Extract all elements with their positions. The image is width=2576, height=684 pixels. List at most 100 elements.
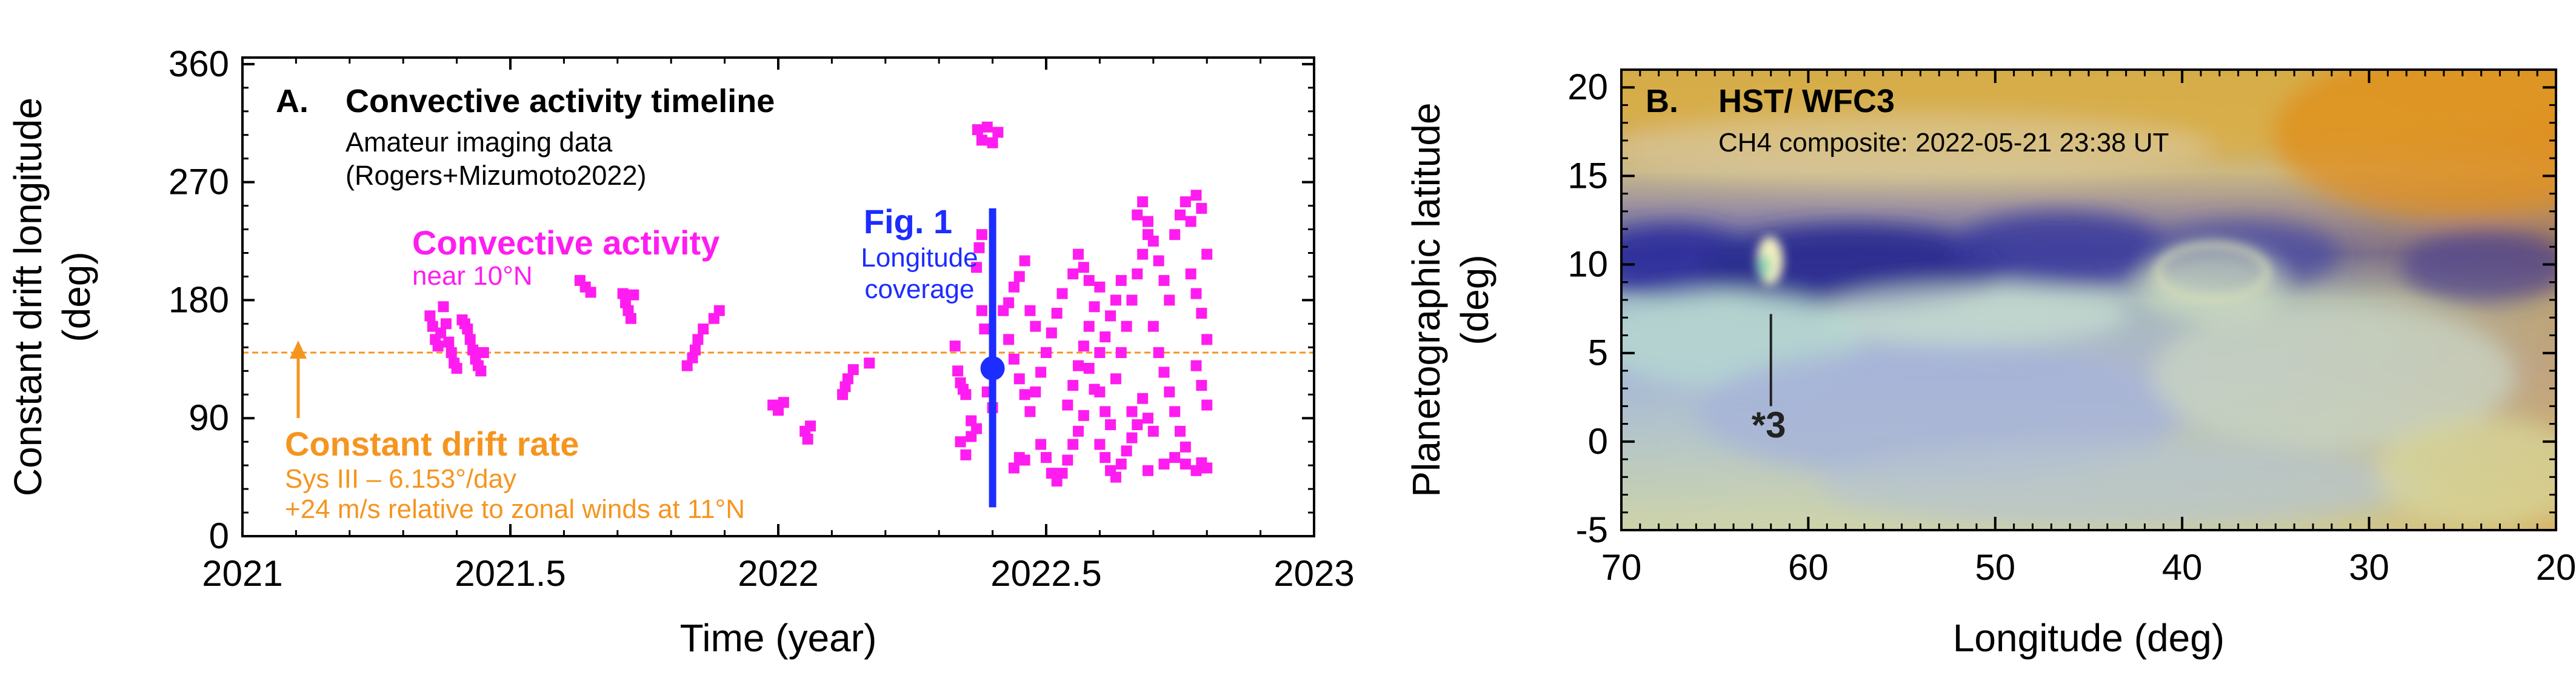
panel-a-point bbox=[1169, 229, 1181, 241]
panel-a-point bbox=[1110, 471, 1121, 483]
panel-a-point bbox=[1175, 209, 1186, 221]
panel-b-ylabel: Planetographic latitude (deg) bbox=[1404, 102, 1497, 497]
panel-a-point bbox=[689, 344, 701, 356]
panel-a-frame bbox=[241, 56, 1315, 537]
panel-a-point bbox=[1008, 281, 1019, 293]
panel-a-point bbox=[1099, 406, 1111, 417]
panel-a-point bbox=[1030, 320, 1041, 332]
panel-a-series-sublabel: near 10°N bbox=[412, 261, 533, 291]
panel-a-point bbox=[1046, 327, 1057, 339]
panel-a-point bbox=[1115, 458, 1127, 470]
panel-a-point bbox=[971, 423, 983, 434]
panel-a-point bbox=[973, 242, 985, 253]
panel-a-point bbox=[802, 433, 813, 445]
panel-a-point bbox=[1132, 419, 1143, 431]
panel-a-point bbox=[842, 373, 853, 385]
panel-a-point bbox=[971, 262, 983, 273]
panel-a-point bbox=[1121, 320, 1132, 332]
panel-a-point bbox=[464, 334, 476, 345]
panel-a-point bbox=[987, 137, 998, 148]
panel-a-point bbox=[1147, 425, 1159, 437]
panel-b: 70 60 50 40 30 20 -5 0 5 10 15 20 B. HST/ WFC3 CH4 … bbox=[1404, 67, 2576, 660]
panel-a-point bbox=[1147, 320, 1159, 332]
panel-a-point bbox=[1142, 413, 1153, 424]
panel-a-point bbox=[1142, 216, 1153, 227]
panel-a-point bbox=[1185, 216, 1196, 227]
panel-b-label: B. bbox=[1646, 83, 1678, 119]
panel-a-point bbox=[1137, 196, 1149, 208]
panel-a-point bbox=[1126, 406, 1138, 417]
panel-a-point bbox=[625, 313, 636, 324]
panel-a-subtitle-1: Amateur imaging data bbox=[345, 127, 613, 158]
panel-a-point bbox=[1201, 462, 1213, 474]
panel-b-title: HST/ WFC3 bbox=[1718, 83, 1895, 119]
panel-a-point bbox=[1190, 360, 1202, 371]
panel-a-point bbox=[424, 310, 436, 322]
panel-a-point bbox=[1153, 255, 1164, 267]
panel-a-point bbox=[1126, 294, 1138, 306]
panel-a-point bbox=[960, 449, 972, 460]
panel-a-point bbox=[960, 389, 972, 400]
panel-a-point bbox=[1158, 367, 1170, 378]
panel-a-xtick-label: 2022 bbox=[738, 553, 818, 594]
panel-a-point bbox=[1083, 362, 1095, 374]
panel-a-point bbox=[1073, 360, 1084, 371]
panel-a-ytick-label: 270 bbox=[169, 162, 229, 202]
panel-a-point bbox=[1003, 297, 1015, 308]
panel-a-point bbox=[1201, 248, 1213, 260]
panel-a-coverage-sub-2: coverage bbox=[864, 274, 974, 304]
panel-a-point bbox=[1078, 340, 1089, 352]
panel-a-point bbox=[467, 344, 479, 356]
panel-a-point bbox=[1067, 380, 1079, 391]
panel-a-point bbox=[1121, 445, 1132, 457]
panel-a-coverage-marker bbox=[980, 356, 1005, 380]
panel-a-point bbox=[1105, 310, 1116, 322]
panel-a-point bbox=[976, 134, 987, 146]
panel-a-point bbox=[805, 420, 816, 432]
panel-a-point bbox=[979, 324, 990, 335]
panel-a-point bbox=[1035, 439, 1047, 450]
panel-b-ytick-label: 15 bbox=[1567, 155, 1608, 196]
panel-a-ytick-label: 180 bbox=[169, 279, 229, 320]
panel-a-ytick-label: 90 bbox=[189, 397, 229, 438]
panel-a-point bbox=[1008, 462, 1019, 474]
panel-b-ylabel-2: (deg) bbox=[1453, 254, 1497, 345]
panel-b-annotation: *3 bbox=[1752, 405, 1786, 445]
panel-b-xtick-label: 40 bbox=[2162, 547, 2203, 588]
panel-a-point bbox=[1132, 268, 1143, 280]
panel-a-ylabel-2: (deg) bbox=[55, 251, 98, 342]
panel-a-point bbox=[778, 397, 789, 408]
panel-a-point bbox=[1024, 406, 1036, 417]
panel-a-point bbox=[1180, 441, 1191, 453]
panel-a-point bbox=[1019, 255, 1030, 267]
panel-a-point bbox=[1169, 406, 1181, 417]
panel-a-point bbox=[1013, 373, 1025, 385]
panel-a-point bbox=[478, 347, 489, 358]
panel-a-point bbox=[1099, 452, 1111, 463]
panel-a-point bbox=[1089, 384, 1100, 395]
panel-a-point bbox=[955, 436, 966, 448]
panel-a-point bbox=[1196, 202, 1207, 214]
panel-a-point bbox=[1110, 373, 1121, 385]
panel-a-point bbox=[1078, 262, 1089, 273]
panel-a-point bbox=[1041, 347, 1052, 358]
panel-a-point bbox=[1024, 305, 1036, 316]
panel-a-point bbox=[1094, 347, 1106, 358]
panel-a-point bbox=[1180, 458, 1191, 470]
panel-a-point bbox=[692, 334, 704, 345]
panel-a-xlabel: Time (year) bbox=[680, 616, 877, 660]
panel-b-ytick-label: 20 bbox=[1567, 67, 1608, 107]
panel-a-point bbox=[1147, 236, 1159, 247]
panel-a-point bbox=[1115, 347, 1127, 358]
panel-a-point bbox=[1142, 465, 1153, 476]
panel-a-xtick-label: 2021.5 bbox=[455, 553, 566, 594]
panel-a-title: Convective activity timeline bbox=[345, 83, 775, 119]
panel-a-point bbox=[1008, 353, 1019, 365]
panel-a-point bbox=[949, 340, 961, 352]
panel-a-point bbox=[1126, 432, 1138, 443]
panel-a-point bbox=[1056, 288, 1068, 299]
panel-a-point bbox=[972, 124, 983, 136]
panel-a-point bbox=[1164, 386, 1175, 397]
panel-b-subtitle: CH4 composite: 2022-05-21 23:38 UT bbox=[1718, 128, 2169, 158]
panel-b-ytick-label: 5 bbox=[1588, 333, 1608, 373]
